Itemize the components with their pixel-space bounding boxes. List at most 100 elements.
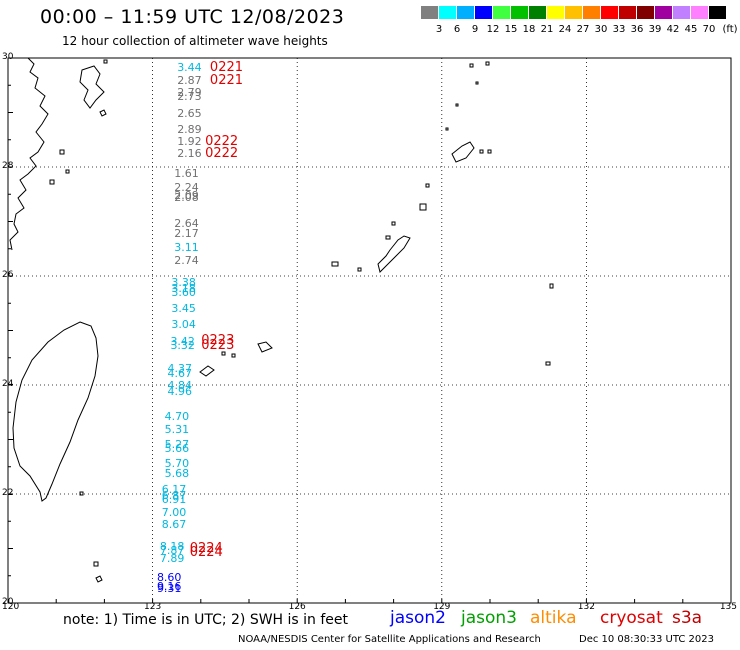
wave-height-observation: 2.74 [174,254,199,268]
small-islands-north [49,59,108,185]
pass-time-label: 0222 [205,133,239,149]
chart-subtitle: 12 hour collection of altimeter wave hei… [62,34,328,48]
axis-tick-marks [7,57,732,604]
wave-height-observation: 5.70 [164,457,190,471]
legend-swatch [583,6,600,19]
latitude-label: 28 [2,161,14,171]
wave-height-observation: 5.31 [164,423,190,437]
coastlines [9,57,554,583]
longitude-label: 120 [2,602,20,612]
legend-swatch [493,6,510,19]
wave-height-observation: 3.42 [170,335,195,349]
wave-height-observation: 2.09 [174,188,199,202]
legend-swatch [709,6,726,19]
taiwan-coastline [12,321,99,502]
legend-unit: (ft) [722,24,738,35]
legend-swatch [475,6,492,19]
legend-swatch [619,6,636,19]
satellite-legend-item: jason2 [390,608,446,628]
legend-swatch [601,6,618,19]
longitude-label: 123 [144,602,162,612]
wave-height-observation: 4.96 [167,384,193,398]
legend-label: 15 [504,24,518,35]
legend-label: 27 [576,24,590,35]
legend-label: 36 [630,24,644,35]
wave-height-observation: 3.18 [171,282,196,296]
wave-height-observation: 7.87 [159,543,185,557]
legend-swatch [637,6,654,19]
wave-height-observation: 8.60 [156,570,182,584]
wave-height-observation: 3.38 [171,275,196,289]
legend-swatch [439,6,456,19]
latitude-label: 20 [2,597,14,607]
wave-height-observation: 2.87 [177,73,202,87]
pass-time-label: 0224 [189,544,223,560]
legend-swatch [421,6,438,19]
wave-height-observation: 3.45 [171,301,196,315]
pass-time-label: 0222 [205,146,239,162]
satellite-legend-item: jason3 [461,608,517,628]
legend-swatch [457,6,474,19]
latitude-label: 24 [2,379,14,389]
legend-label: 42 [666,24,680,35]
wave-height-observation: 2.64 [174,216,199,230]
wave-height-observation: 2.24 [174,180,199,194]
wave-height-observation: 5.66 [164,442,190,456]
wave-height-observation: 2.65 [177,106,202,120]
latitude-label: 22 [2,488,14,498]
longitude-label: 132 [577,602,595,612]
wave-height-observation: 1.61 [174,167,199,181]
wave-height-observation: 5.27 [164,437,190,451]
wave-height-observation: 9.31 [156,582,182,596]
sakishima-islands [199,341,273,377]
wave-height-observation: 3.60 [171,286,196,300]
wave-height-observation: 3.44 [177,60,202,74]
longitude-label: 129 [433,602,451,612]
pass-time-label: 0223 [201,333,235,349]
wave-height-observation: 7.00 [161,506,187,520]
zhoushan-islands [79,65,105,109]
legend-swatch [565,6,582,19]
wave-height-observation: 2.17 [174,227,199,241]
legend-label: 24 [558,24,572,35]
pass-time-label: 0221 [209,59,244,75]
pass-time-label: 0223 [201,337,235,353]
legend-label: 70 [702,24,716,35]
wave-height-observation: 9.16 [156,579,182,593]
wave-height-observation: 6.87 [161,488,187,502]
legend-label: 9 [471,24,479,35]
wave-height-observation: 3.11 [174,241,199,255]
china-coastline [9,57,49,251]
pass-time-label: 0221 [209,72,244,88]
wave-height-observation: 6.91 [161,492,187,506]
satellite-legend-item: cryosat [600,608,663,628]
wave-height-observation: 4.70 [164,409,190,423]
latitude-label: 26 [2,270,14,280]
legend-swatch [655,6,672,19]
satellite-legend-item: s3a [672,608,703,628]
wave-height-observation: 2.89 [177,123,202,137]
lat-lon-grid [7,57,732,604]
legend-swatch [691,6,708,19]
pass-time-label: 0224 [189,540,223,556]
satellite-legend-item: altika [530,608,577,628]
latitude-label: 30 [2,52,14,62]
wave-height-observation: 7.89 [159,552,185,566]
wave-height-observation: 4.84 [167,379,193,393]
credit-text: NOAA/NESDIS Center for Satellite Applica… [238,634,541,645]
wave-height-observation: 8.18 [159,539,185,553]
legend-label: 6 [453,24,461,35]
wave-height-observation: 2.73 [177,90,202,104]
amami-island [451,141,475,163]
luzon-strait-islands [79,491,103,583]
legend-swatch [673,6,690,19]
legend-swatch [529,6,546,19]
longitude-label: 135 [719,602,737,612]
legend-label: 18 [522,24,536,35]
map-frame [7,57,732,604]
ryukyu-okinawa [377,235,411,273]
wave-height-observation: 2.08 [174,191,199,205]
wave-height-observation: 3.32 [170,338,195,352]
generation-timestamp: Dec 10 08:30:33 UTC 2023 [579,634,714,645]
